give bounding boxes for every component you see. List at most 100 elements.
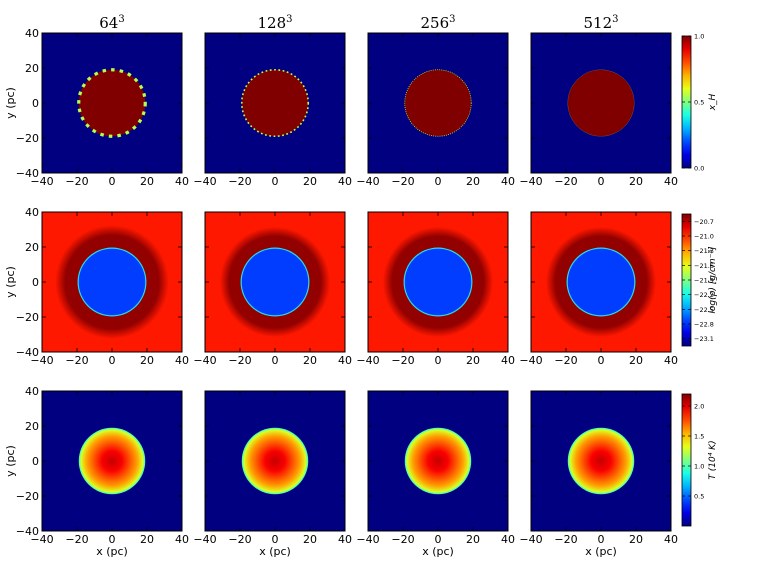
- column-title-256: 2563: [368, 14, 508, 32]
- y-tick-label: −20: [16, 490, 39, 503]
- x-tick-label: −40: [519, 533, 542, 546]
- column-title-exp: 3: [449, 14, 456, 25]
- heatmap-image: [205, 391, 345, 531]
- ionized-region: [78, 69, 146, 137]
- y-tick-label: 40: [25, 206, 39, 219]
- x-tick-label: 0: [598, 175, 605, 188]
- column-title-base: 64: [99, 14, 119, 32]
- ionized-cavity: [567, 248, 635, 316]
- x-tick-label: 20: [140, 533, 154, 546]
- x-tick-label: 40: [338, 533, 352, 546]
- x-tick-label: −40: [356, 533, 379, 546]
- column-title-base: 512: [583, 14, 613, 32]
- y-tick-label: −40: [16, 525, 39, 538]
- panel-r1-c2: −40 −20 0 20 40: [356, 211, 515, 367]
- x-tick-label: 40: [175, 175, 189, 188]
- panel-r2-c1: −40 −20 0 20 40: [193, 390, 352, 546]
- colorbar-tick-label: −22.2: [694, 291, 714, 299]
- panel-r1-c1: −40 −20 0 20 40: [193, 211, 352, 367]
- colorbar-r1: −20.7 −21.0 −21.3 −21.6 −21.9 −22.2 −22.5 −22.8…: [681, 213, 718, 347]
- panel-r2-c2: −40 −20 0 20 40: [356, 390, 515, 546]
- column-title-128: 1283: [205, 14, 345, 32]
- column-title-512: 5123: [531, 14, 671, 32]
- x-tick-label: 20: [629, 354, 643, 367]
- column-title-64: 643: [42, 14, 182, 32]
- ionized-cavity: [78, 248, 146, 316]
- panel-r0-c2: −40 −20 0 20 40: [356, 32, 515, 188]
- column-title-exp: 3: [118, 14, 125, 25]
- heatmap-image: [42, 391, 182, 531]
- ionization-front: [404, 69, 472, 137]
- x-tick-label: −40: [30, 533, 53, 546]
- ionization-front: [240, 68, 310, 138]
- panel-r0-c3: −40 −20 0 20 40: [519, 32, 678, 188]
- colorbar-tick-label: 0.5: [694, 493, 704, 501]
- x-tick-label: 0: [435, 354, 442, 367]
- y-tick-label: −40: [16, 346, 39, 359]
- colorbar-label: log(ρ) [g/cm⁻³]: [708, 246, 718, 314]
- y-tick-label: 0: [32, 97, 39, 110]
- x-tick-label: −20: [554, 533, 577, 546]
- heatmap-image: [531, 391, 671, 531]
- x-tick-label: 40: [664, 354, 678, 367]
- x-tick-label: −40: [356, 354, 379, 367]
- x-tick-label: −40: [519, 175, 542, 188]
- hot-region: [78, 427, 146, 495]
- ionized-region: [404, 69, 472, 137]
- x-tick-label: −20: [391, 175, 414, 188]
- ionized-region: [567, 69, 635, 137]
- x-tick-label: 20: [629, 175, 643, 188]
- x-tick-label: −40: [356, 175, 379, 188]
- x-tick-label: 20: [466, 533, 480, 546]
- x-tick-label: 0: [435, 533, 442, 546]
- x-tick-label: −20: [228, 533, 251, 546]
- column-title-base: 128: [257, 14, 287, 32]
- ionized-cavity: [404, 248, 472, 316]
- x-tick-label: 40: [664, 175, 678, 188]
- panel-r2-c3: −40 −20 0 20 40: [519, 390, 678, 546]
- panel-r1-c0: −40 −20 0 20 40 −40 −20 0 20 40: [16, 206, 189, 367]
- y-tick-label: −40: [16, 167, 39, 180]
- x-tick-label: 20: [303, 533, 317, 546]
- colorbar-tick-label: 0.5: [694, 99, 704, 107]
- x-tick-label: 20: [629, 533, 643, 546]
- ionized-region: [241, 69, 309, 137]
- heatmap-image: [368, 212, 508, 352]
- x-tick-label: −40: [519, 354, 542, 367]
- x-tick-label: 40: [338, 175, 352, 188]
- hot-region: [241, 427, 309, 495]
- y-tick-label: −20: [16, 132, 39, 145]
- colorbar-gradient: [681, 393, 692, 527]
- x-tick-label: −20: [554, 354, 577, 367]
- x-tick-label: 0: [272, 533, 279, 546]
- y-axis-label: y (pc): [4, 87, 17, 119]
- colorbar-tick-label: −21.9: [694, 277, 714, 285]
- ionization-front: [567, 69, 635, 137]
- colorbar-label: x_H: [708, 93, 718, 111]
- x-tick-label: 20: [140, 354, 154, 367]
- x-tick-label: 0: [435, 175, 442, 188]
- colorbar-tick-label: 1.5: [694, 433, 704, 441]
- colorbar-tick-label: −23.1: [694, 335, 714, 343]
- colorbar-tick-label: 0.0: [694, 165, 704, 173]
- x-tick-label: 20: [303, 354, 317, 367]
- x-tick-label: 40: [175, 533, 189, 546]
- x-tick-label: −20: [391, 533, 414, 546]
- x-tick-label: 0: [109, 175, 116, 188]
- colorbar-tick-label: 1.0: [694, 33, 704, 41]
- x-tick-label: 40: [501, 354, 515, 367]
- panel-r2-c0: −40 −20 0 20 40 −40 −20 0 20 40: [16, 385, 189, 546]
- heatmap-image: [42, 33, 182, 173]
- colorbar-tick-label: −20.7: [694, 218, 714, 226]
- x-tick-label: −40: [193, 354, 216, 367]
- x-tick-label: −40: [30, 175, 53, 188]
- ionization-front: [77, 68, 147, 138]
- x-tick-label: 20: [466, 175, 480, 188]
- heatmap-image: [42, 212, 182, 352]
- y-tick-label: 20: [25, 62, 39, 75]
- hot-region: [567, 427, 635, 495]
- y-tick-label: 0: [32, 455, 39, 468]
- y-tick-label: −20: [16, 311, 39, 324]
- colorbar-r2: 2.0 1.5 1.0 0.5 T (10⁴ K): [681, 393, 718, 527]
